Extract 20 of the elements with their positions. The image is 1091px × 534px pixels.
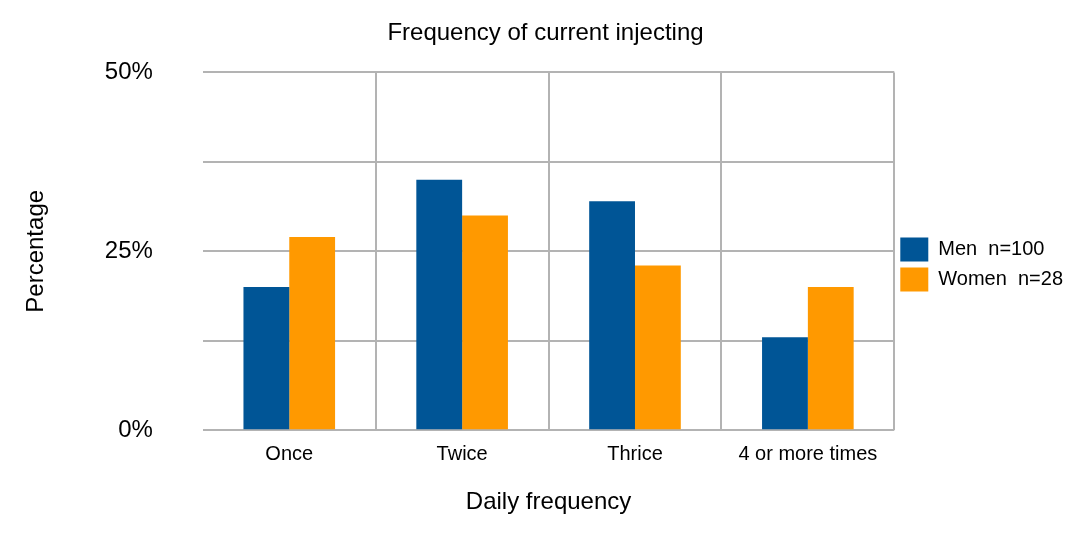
y-axis-title: Percentage <box>21 189 49 313</box>
x-axis-title: Daily frequency <box>465 487 632 515</box>
bar <box>243 287 290 430</box>
x-tick-label: Twice <box>436 441 488 464</box>
y-tick-label: 50% <box>104 57 153 85</box>
bar <box>289 236 336 430</box>
y-tick-label: 0% <box>118 414 153 442</box>
legend-label: Women n=28 <box>938 267 1064 290</box>
x-tick-label: 4 or more times <box>738 441 878 464</box>
bar <box>807 287 854 430</box>
chart-title: Frequency of current injecting <box>387 17 704 45</box>
bar <box>589 201 635 430</box>
bar <box>416 179 463 430</box>
x-tick-label: Once <box>265 441 314 464</box>
y-tick-label: 25% <box>104 235 153 263</box>
bar <box>462 215 508 430</box>
bar <box>635 265 681 430</box>
bar <box>762 337 808 430</box>
x-tick-label: Thrice <box>607 441 663 464</box>
legend-label: Men n=100 <box>938 237 1045 260</box>
